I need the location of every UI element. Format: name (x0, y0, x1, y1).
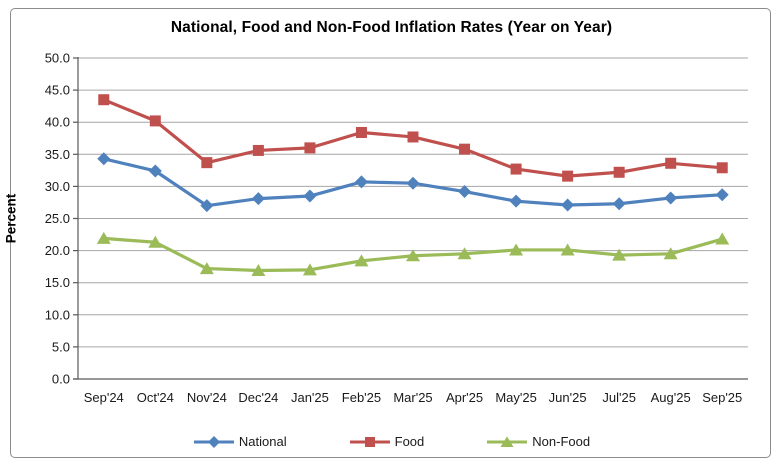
series-non-food-marker (715, 232, 730, 245)
series-national-marker (200, 199, 214, 213)
series-food-marker (665, 157, 677, 169)
series-national-marker (612, 197, 626, 211)
series-national-marker (664, 191, 678, 205)
x-tick-label: Jan'25 (291, 390, 329, 405)
series-food-marker (252, 144, 264, 156)
series-non-food-marker (148, 235, 163, 248)
legend-label-food: Food (394, 434, 425, 449)
series-non-food-marker (199, 262, 214, 275)
series-non-food-marker (560, 243, 575, 256)
y-tick-label: 50.0 (45, 51, 70, 66)
series-national-marker (509, 194, 523, 208)
series-national-marker (715, 188, 729, 202)
series-food-marker (716, 162, 728, 174)
series-non-food-marker (663, 247, 678, 260)
x-tick-label: Jul'25 (602, 390, 636, 405)
legend-label-national: National (238, 434, 287, 449)
series-food-marker (459, 143, 471, 155)
series-national-marker (251, 192, 265, 206)
legend-item-nonfood: Non-Food (486, 434, 590, 449)
x-tick-label: Apr'25 (446, 390, 483, 405)
y-tick-label: 15.0 (45, 275, 70, 290)
x-tick-label: Nov'24 (187, 390, 227, 405)
x-tick-label: Sep'25 (702, 390, 742, 405)
y-tick-label: 0.0 (52, 372, 70, 387)
y-tick-label: 40.0 (45, 115, 70, 130)
legend: National Food Non-Food (0, 434, 783, 449)
x-tick-label: Feb'25 (342, 390, 381, 405)
x-tick-label: Oct'24 (137, 390, 174, 405)
legend-item-national: National (193, 434, 287, 449)
series-food-marker (510, 163, 522, 175)
series-food-marker (562, 170, 574, 182)
legend-item-food: Food (349, 434, 425, 449)
series-national-marker (458, 185, 472, 199)
series-food-marker (201, 157, 213, 169)
x-tick-label: May'25 (495, 390, 537, 405)
x-tick-label: Dec'24 (238, 390, 278, 405)
series-non-food-marker (251, 264, 266, 277)
series-national-marker (561, 198, 575, 212)
series-non-food-marker (302, 263, 317, 276)
x-tick-label: Aug'25 (651, 390, 691, 405)
series-food-marker (98, 94, 110, 106)
y-tick-label: 25.0 (45, 211, 70, 226)
series-food-marker (355, 126, 367, 138)
series-national-marker (303, 189, 317, 203)
y-tick-label: 30.0 (45, 179, 70, 194)
legend-marker-food-icon (349, 436, 390, 447)
x-tick-label: Mar'25 (393, 390, 432, 405)
series-non-food-marker (354, 254, 369, 267)
series-non-food-marker (509, 243, 524, 256)
y-axis-title: Percent (3, 193, 19, 244)
series-national-marker (148, 164, 162, 178)
series-national-marker (97, 152, 111, 166)
series-food-marker (407, 131, 419, 143)
legend-marker-national-icon (193, 435, 234, 448)
series-non-food-marker (96, 231, 111, 244)
series-food-marker (304, 142, 316, 154)
series-food-marker (149, 115, 161, 127)
chart-title: National, Food and Non-Food Inflation Ra… (170, 19, 613, 36)
x-tick-label: Sep'24 (84, 390, 124, 405)
y-tick-label: 20.0 (45, 243, 70, 258)
series-national-marker (406, 176, 420, 190)
series-national-marker (354, 175, 368, 189)
legend-label-nonfood: Non-Food (532, 434, 591, 449)
legend-marker-nonfood-icon (487, 436, 528, 447)
series-non-food-marker (612, 248, 627, 261)
series-non-food-marker (406, 249, 420, 262)
series-food-marker (613, 166, 625, 178)
series-non-food-marker (457, 247, 472, 260)
y-tick-label: 5.0 (52, 339, 70, 354)
y-tick-label: 35.0 (45, 147, 70, 162)
y-tick-label: 10.0 (45, 307, 70, 322)
chart-frame (10, 8, 771, 458)
y-tick-label: 45.0 (45, 83, 70, 98)
x-tick-label: Jun'25 (549, 390, 587, 405)
